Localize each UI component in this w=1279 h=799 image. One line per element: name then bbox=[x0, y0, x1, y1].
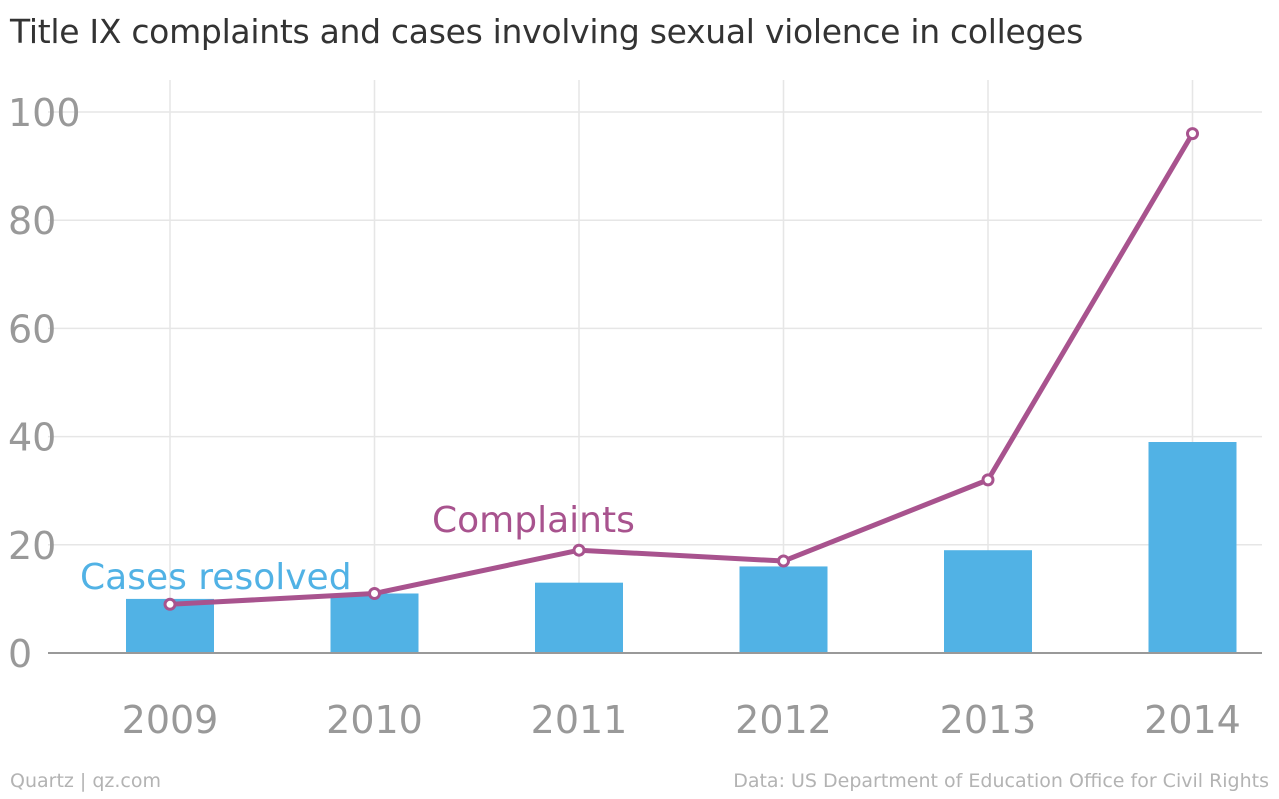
y-tick-label: 80 bbox=[8, 199, 56, 243]
y-tick-label: 40 bbox=[8, 416, 56, 460]
credit-text: Quartz | qz.com bbox=[10, 770, 162, 792]
line-series-complaints bbox=[167, 131, 1195, 607]
x-tick-label: 2012 bbox=[735, 698, 832, 742]
bar bbox=[535, 582, 623, 653]
bar-series-cases-resolved bbox=[126, 442, 1237, 653]
series-label-complaints: Complaints bbox=[432, 500, 635, 541]
x-tick-label: 2014 bbox=[1144, 698, 1241, 742]
line-point bbox=[777, 554, 790, 568]
y-tick-label: 20 bbox=[8, 524, 56, 568]
line-point bbox=[368, 586, 381, 600]
source-text: Data: US Department of Education Office … bbox=[733, 770, 1269, 792]
line-point bbox=[572, 543, 586, 557]
series-label-cases-resolved: Cases resolved bbox=[80, 557, 352, 598]
bar bbox=[739, 566, 828, 653]
line-point bbox=[1186, 127, 1199, 141]
bar bbox=[330, 593, 419, 653]
x-tick-label: 2009 bbox=[122, 698, 219, 742]
x-tick-label: 2013 bbox=[940, 698, 1037, 742]
x-tick-label: 2011 bbox=[531, 698, 628, 742]
bar bbox=[944, 550, 1032, 653]
y-tick-label: 100 bbox=[8, 91, 81, 135]
chart-title: Title IX complaints and cases involving … bbox=[10, 12, 1084, 51]
y-tick-label: 60 bbox=[8, 307, 56, 351]
line-point bbox=[981, 473, 995, 487]
bar bbox=[1148, 442, 1237, 653]
line-point bbox=[163, 597, 177, 611]
x-tick-label: 2010 bbox=[326, 698, 423, 742]
y-tick-label: 0 bbox=[8, 632, 32, 676]
